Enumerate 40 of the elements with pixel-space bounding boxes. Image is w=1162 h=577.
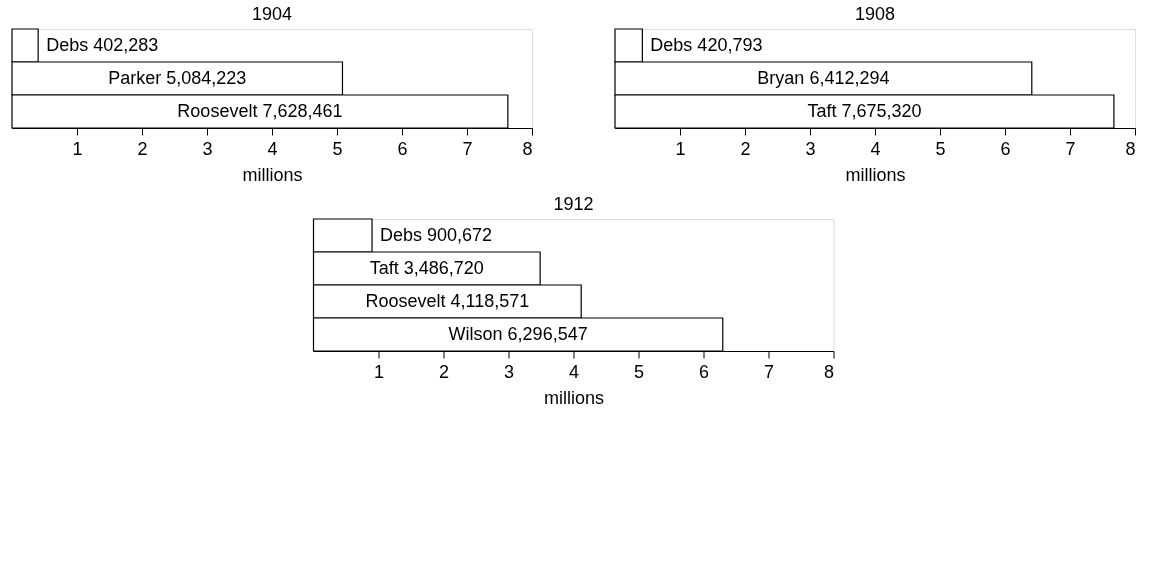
x-tick-label: 2: [438, 361, 450, 382]
y-tick-label: Debs 900,672: [380, 224, 493, 245]
x-tick-label: 3: [202, 138, 213, 159]
y-tick-label: Wilson 6,296,547: [448, 323, 588, 344]
y-tick-label: Debs 402,283: [46, 34, 159, 55]
x-tick-label: 1: [72, 138, 83, 159]
x-tick-label: 7: [763, 361, 775, 382]
x-tick-label: 4: [267, 138, 278, 159]
x-tick-label: 6: [397, 138, 408, 159]
x-tick-label: 5: [935, 138, 946, 159]
chart-title: 1912: [553, 194, 594, 215]
x-tick-label: 4: [870, 138, 881, 159]
y-tick-label: Taft 7,675,320: [807, 100, 922, 121]
x-tick-label: 1: [373, 361, 385, 382]
y-tick-label: Roosevelt 7,628,461: [177, 100, 343, 121]
x-tick-label: 3: [805, 138, 816, 159]
x-tick-label: 6: [698, 361, 710, 382]
x-tick-label: 4: [568, 361, 580, 382]
x-tick-label: 5: [332, 138, 343, 159]
x-axis-title: millions: [845, 164, 906, 185]
x-tick-label: 1: [675, 138, 686, 159]
x-tick-label: 3: [503, 361, 515, 382]
y-tick-label: Debs 420,793: [650, 34, 763, 55]
chart-title: 1904: [251, 4, 293, 25]
chart-title: 1908: [854, 4, 896, 25]
y-tick-label: Parker 5,084,223: [108, 67, 247, 88]
x-tick-label: 7: [462, 138, 473, 159]
x-tick-label: 7: [1065, 138, 1076, 159]
x-tick-label: 2: [740, 138, 751, 159]
x-tick-label: 8: [823, 361, 834, 382]
x-tick-label: 8: [522, 138, 533, 159]
x-tick-label: 8: [1125, 138, 1136, 159]
y-tick-label: Bryan 6,412,294: [757, 67, 890, 88]
x-axis-title: millions: [242, 164, 303, 185]
x-tick-label: 5: [633, 361, 645, 382]
y-tick-label: Taft 3,486,720: [369, 257, 484, 278]
x-axis-title: millions: [543, 387, 605, 408]
x-tick-label: 2: [137, 138, 148, 159]
y-tick-label: Roosevelt 4,118,571: [365, 290, 530, 311]
x-tick-label: 6: [1000, 138, 1011, 159]
